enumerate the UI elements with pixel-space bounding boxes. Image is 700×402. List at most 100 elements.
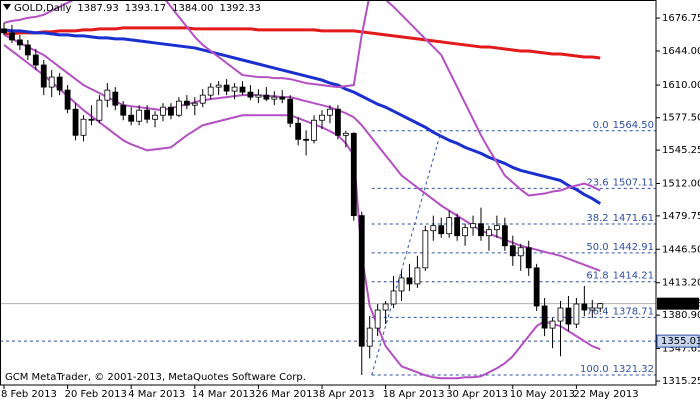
fib-label: 23.6 1507.11 [586, 177, 654, 188]
y-tick-label: 1315.25 [662, 376, 700, 387]
y-tick-label: 1610.00 [662, 80, 700, 91]
x-tick-label: 10 May 2013 [510, 389, 575, 400]
candle-body [207, 86, 214, 96]
menu-icon[interactable] [3, 4, 11, 10]
candle-body [80, 118, 87, 136]
candle-body [525, 247, 532, 269]
fib-price: 1321.32 [613, 364, 654, 375]
header-price: 1392.33 [219, 3, 260, 14]
indicator-line [3, 28, 602, 205]
indicator-line [3, 34, 601, 272]
candle-body [56, 76, 63, 91]
x-tick-label: 30 Apr 2013 [446, 389, 508, 400]
fib-label: 0.0 1564.50 [593, 120, 654, 131]
candle-body [1, 28, 7, 34]
candle-body [486, 229, 492, 237]
alert-label: 1355.03 [661, 336, 700, 347]
candle-body [255, 94, 262, 98]
candle-body [509, 245, 516, 257]
candle-body [223, 84, 230, 92]
candle-body [175, 100, 182, 116]
candle-body [32, 54, 39, 66]
candle-body [9, 32, 15, 41]
candle-body [40, 64, 47, 88]
candle-body [541, 305, 548, 329]
candle-body [215, 84, 222, 88]
candle-body [581, 303, 588, 311]
bid-box [657, 297, 699, 310]
candle-body [231, 86, 238, 92]
candle-body [390, 290, 397, 305]
fib-ratio: 38.2 [586, 213, 608, 224]
candle-body [430, 225, 437, 232]
y-tick-label: 1446.50 [662, 244, 700, 255]
y-tick-label: 1545.25 [662, 145, 700, 156]
y-tick-label: 1347.65 [662, 344, 700, 355]
y-tick-label: 1479.75 [662, 211, 700, 222]
candle-body [573, 303, 580, 325]
fib-price: 1471.61 [613, 213, 654, 224]
x-tick-label: 8 Apr 2013 [319, 389, 374, 400]
y-tick-label: 1644.00 [662, 46, 700, 57]
fib-price: 1414.21 [613, 271, 654, 282]
candle-body [271, 96, 278, 100]
x-tick-label: 4 Mar 2013 [128, 389, 185, 400]
x-tick-label: 8 Feb 2013 [1, 389, 57, 400]
candle-body [470, 223, 476, 229]
candle-body [597, 303, 604, 309]
candle-body [382, 303, 389, 311]
y-tick-label: 1512.00 [662, 179, 700, 190]
y-tick-label: 1676.75 [662, 13, 700, 24]
candle-body [350, 132, 357, 217]
fib-ratio: 76.4 [586, 306, 608, 317]
candle-body [191, 102, 198, 106]
candle-body [319, 114, 325, 121]
candle-body [247, 91, 254, 98]
candle-body [406, 277, 413, 285]
candle-body [279, 96, 286, 100]
candle-body [334, 108, 341, 136]
candle-body [104, 89, 111, 101]
fib-label: 100.0 1321.32 [580, 364, 654, 375]
candle-body [374, 309, 381, 329]
fib-ratio: 23.6 [586, 177, 608, 188]
candle-body [136, 109, 143, 122]
candle-body [199, 94, 206, 104]
candle-body [589, 307, 596, 311]
candle-body [287, 98, 294, 124]
bid-label: 1392.33 [661, 299, 700, 310]
x-tick-label: 20 Feb 2013 [65, 389, 127, 400]
candle-body [414, 267, 421, 285]
plot-area: 0.0 1564.50 23.6 1507.11 38.2 1471.61 50.0 1442… [0, 0, 656, 380]
candle-body [462, 227, 469, 237]
header-price: 1387.93 [77, 3, 118, 14]
fib-label: 76.4 1378.71 [586, 306, 654, 317]
candle-body [478, 223, 484, 237]
candle-body [454, 217, 461, 237]
symbol: GOLD,Daily [14, 3, 71, 14]
y-tick-label: 1577.50 [662, 113, 700, 124]
candle-body [144, 109, 151, 120]
candle-body [96, 99, 103, 121]
x-tick-label: 22 May 2013 [573, 389, 638, 400]
candle-body [493, 225, 500, 231]
copyright: GCM MetaTrader, © 2001-2013, MetaQuotes … [5, 372, 306, 383]
y-tick-label: 1413.20 [662, 278, 700, 289]
candle-body [303, 138, 310, 141]
candle-body [501, 225, 508, 247]
header-price: 1393.17 [125, 3, 166, 14]
fib-price: 1564.50 [613, 120, 654, 131]
candle-body [517, 247, 524, 257]
candle-body [24, 44, 31, 56]
fib-label: 61.8 1414.21 [586, 271, 654, 282]
indicator-line [3, 0, 601, 197]
fib-trendline [371, 130, 442, 376]
fib-ratio: 100.0 [580, 364, 609, 375]
candle-body [311, 119, 317, 141]
candle-body [438, 225, 445, 235]
candle-body [112, 91, 119, 106]
candle-body [549, 320, 556, 329]
candle-body [88, 118, 95, 121]
